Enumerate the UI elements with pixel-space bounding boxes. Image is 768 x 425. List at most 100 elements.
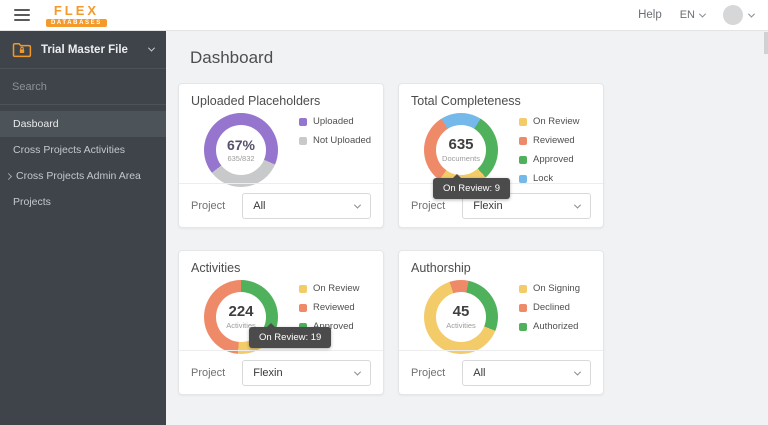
sidebar-item-label: Projects bbox=[13, 196, 51, 208]
donut-subtext: 635/832 bbox=[227, 153, 255, 163]
legend-label: On Review bbox=[313, 283, 360, 294]
project-select-value: All bbox=[253, 199, 266, 212]
card-title: Authorship bbox=[411, 261, 471, 275]
card-title: Uploaded Placeholders bbox=[191, 94, 321, 108]
project-label: Project bbox=[411, 366, 446, 379]
legend-swatch bbox=[299, 284, 307, 293]
sidebar-item-label: Dasboard bbox=[13, 118, 59, 130]
donut-chart: 45 Activities bbox=[424, 280, 498, 354]
card-body: 45 Activities On Signing Declined bbox=[411, 280, 591, 354]
legend-item: Approved bbox=[519, 154, 579, 165]
legend-label: Not Uploaded bbox=[313, 135, 372, 146]
legend-item: Lock bbox=[519, 173, 579, 184]
donut-chart: 67% 635/832 bbox=[204, 113, 278, 187]
donut-center: 45 Activities bbox=[436, 292, 486, 342]
dashboard-cards: Uploaded Placeholders 67% 635/832 Upload… bbox=[178, 83, 768, 395]
sidebar-item-cross-projects-admin-area[interactable]: Cross Projects Admin Area bbox=[0, 163, 166, 189]
legend-swatch bbox=[519, 136, 527, 145]
legend-item: On Signing bbox=[519, 283, 580, 294]
card-title: Activities bbox=[191, 261, 241, 275]
sidebar-nav: Dasboard Cross Projects Activities Cross… bbox=[0, 105, 166, 215]
card-total-completeness: Total Completeness 635 Documents On Revi… bbox=[398, 83, 604, 228]
card-footer: Project All bbox=[179, 183, 383, 227]
legend-swatch bbox=[519, 117, 527, 126]
donut-value: 224 bbox=[228, 303, 254, 320]
project-select[interactable]: All bbox=[462, 359, 591, 386]
legend-swatch bbox=[299, 136, 307, 145]
project-select-value: All bbox=[473, 366, 486, 379]
sidebar-item-label: Cross Projects Activities bbox=[13, 144, 126, 156]
legend-swatch bbox=[519, 322, 527, 331]
donut-value: 45 bbox=[452, 303, 470, 320]
card-uploaded-placeholders: Uploaded Placeholders 67% 635/832 Upload… bbox=[178, 83, 384, 228]
legend-label: Approved bbox=[313, 321, 354, 332]
language-selector[interactable]: EN bbox=[680, 9, 707, 21]
chevron-down-icon bbox=[573, 201, 582, 209]
chart-legend: On Review Reviewed Approved Lock bbox=[519, 116, 579, 187]
chevron-down-icon bbox=[353, 368, 362, 376]
card-authorship: Authorship 45 Activities On Signing D bbox=[398, 250, 604, 395]
card-title: Total Completeness bbox=[411, 94, 521, 108]
donut-chart: 635 Documents bbox=[424, 113, 498, 187]
legend-item: Uploaded bbox=[299, 116, 371, 127]
sidebar-item-cross-projects-activities[interactable]: Cross Projects Activities bbox=[0, 137, 166, 163]
legend-item: Authorized bbox=[519, 321, 580, 332]
logo-text: FLEX bbox=[53, 2, 100, 18]
workspace-title: Trial Master File bbox=[41, 43, 128, 56]
sidebar-item-dashboard[interactable]: Dasboard bbox=[0, 111, 166, 137]
legend-label: On Review bbox=[533, 116, 580, 127]
workspace-switcher[interactable]: Trial Master File bbox=[0, 31, 166, 69]
hamburger-menu-icon[interactable] bbox=[14, 9, 30, 21]
project-select-value: Flexin bbox=[473, 199, 503, 212]
legend-item: Not Uploaded bbox=[299, 135, 371, 146]
card-body: 224 Activities On Review Reviewed bbox=[191, 280, 371, 354]
help-link[interactable]: Help bbox=[638, 9, 662, 21]
donut-subtext: Activities bbox=[446, 321, 476, 330]
donut-chart: 224 Activities bbox=[204, 280, 278, 354]
project-label: Project bbox=[191, 366, 226, 379]
project-label: Project bbox=[411, 199, 446, 212]
folder-lock-icon bbox=[12, 42, 32, 57]
chevron-down-icon bbox=[573, 368, 582, 376]
card-footer: Project Flexin bbox=[179, 350, 383, 394]
topbar-actions: Help EN bbox=[638, 5, 756, 25]
legend-label: Declined bbox=[533, 302, 570, 313]
legend-label: On Signing bbox=[533, 283, 581, 294]
donut-value: 67% bbox=[226, 136, 256, 153]
legend-label: Uploaded bbox=[313, 116, 354, 127]
legend-label: Authorized bbox=[533, 321, 579, 332]
chart-tooltip: On Review: 9 bbox=[433, 174, 511, 199]
sidebar-item-label: Cross Projects Admin Area bbox=[16, 170, 141, 182]
legend-item: Approved bbox=[299, 321, 359, 332]
app-logo[interactable]: FLEX DATABASES bbox=[46, 4, 107, 27]
project-select[interactable]: All bbox=[242, 192, 371, 219]
sidebar-search bbox=[0, 69, 166, 105]
chart-legend: Uploaded Not Uploaded bbox=[299, 116, 371, 187]
legend-label: Lock bbox=[533, 173, 554, 184]
legend-item: Reviewed bbox=[299, 302, 359, 313]
project-select[interactable]: Flexin bbox=[242, 359, 371, 386]
legend-swatch bbox=[299, 117, 307, 126]
project-select[interactable]: Flexin bbox=[462, 192, 591, 219]
scrollbar-thumb[interactable] bbox=[764, 32, 768, 54]
legend-label: Reviewed bbox=[313, 302, 355, 313]
legend-label: Reviewed bbox=[533, 135, 575, 146]
legend-swatch bbox=[519, 174, 527, 183]
legend-swatch bbox=[519, 284, 527, 293]
search-input[interactable] bbox=[12, 80, 154, 93]
card-body: 67% 635/832 Uploaded Not Uploaded bbox=[191, 113, 371, 187]
sidebar-item-projects[interactable]: Projects bbox=[0, 189, 166, 215]
main-content: Dashboard Uploaded Placeholders 67% 635/… bbox=[166, 31, 768, 425]
chart-tooltip: On Review: 19 bbox=[249, 323, 332, 348]
card-footer: Project All bbox=[399, 350, 603, 394]
legend-swatch bbox=[519, 303, 527, 312]
project-label: Project bbox=[191, 199, 226, 212]
chevron-down-icon bbox=[353, 201, 362, 209]
legend-swatch bbox=[519, 155, 527, 164]
donut-center: 67% 635/832 bbox=[216, 125, 266, 175]
donut-subtext: Activities bbox=[226, 321, 256, 330]
legend-swatch bbox=[299, 303, 307, 312]
user-menu[interactable] bbox=[723, 5, 756, 25]
topbar: FLEX DATABASES Help EN bbox=[0, 0, 768, 31]
legend-label: Approved bbox=[533, 154, 574, 165]
